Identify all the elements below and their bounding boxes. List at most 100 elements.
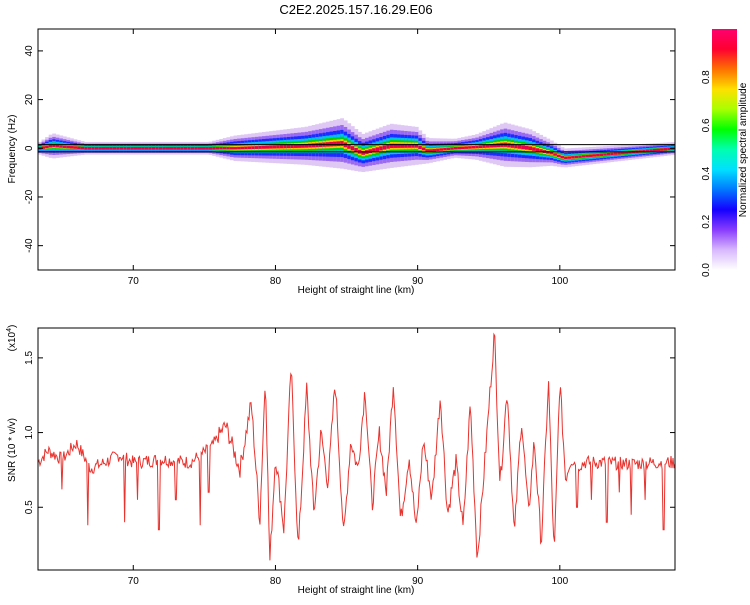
heatmap-cell (528, 146, 533, 151)
heatmap-cell (101, 147, 106, 150)
heatmap-cell (301, 144, 305, 148)
heatmap-cell (482, 144, 487, 148)
heatmap-cell (368, 149, 373, 154)
heatmap-cell (155, 147, 160, 150)
heatmap-cell (549, 151, 554, 155)
heatmap-cell (226, 147, 231, 150)
heatmap-cell (471, 146, 476, 149)
heatmap-cell (411, 143, 416, 148)
heatmap-cell (613, 152, 618, 155)
heatmap-cell (52, 144, 57, 148)
heatmap-cell (158, 147, 163, 150)
heatmap-cell (290, 144, 295, 149)
heatmap-cell (581, 155, 586, 158)
heatmap-cell (535, 148, 540, 152)
heatmap-cell (400, 143, 405, 148)
heatmap-cell (464, 146, 469, 149)
heatmap-cell (532, 147, 536, 151)
heatmap-cell (656, 148, 661, 152)
heatmap-cell (620, 151, 625, 155)
heatmap-cell (567, 156, 572, 159)
heatmap-cell (165, 147, 170, 150)
heatmap-cell (283, 144, 288, 149)
heatmap-cell (638, 150, 643, 153)
heatmap-cell (347, 144, 352, 149)
heatmap-cell (180, 147, 185, 150)
heatmap-cell (539, 149, 544, 153)
heatmap-cell (137, 147, 142, 150)
y-tick-label: 0.5 (24, 500, 35, 514)
heatmap-cell (308, 143, 313, 148)
heatmap-cell (297, 144, 302, 148)
spectrogram-heatmap (38, 118, 676, 173)
heatmap-cell (73, 146, 78, 149)
colorbar-ticks: 0.0 0.2 0.4 0.6 0.8 (701, 70, 712, 277)
heatmap-cell (379, 146, 384, 151)
snr-y-multiplier: (x104) (6, 325, 18, 352)
heatmap-cell (148, 147, 153, 150)
heatmap-cell (91, 147, 96, 150)
heatmap-cell (564, 156, 568, 160)
x-tick-label: 100 (551, 576, 568, 587)
heatmap-cell (663, 148, 668, 151)
colorbar-tick-label: 0.0 (701, 263, 712, 277)
colorbar-tick-label: 0.6 (701, 118, 712, 132)
heatmap-cell (162, 147, 167, 150)
heatmap-cell (109, 147, 113, 150)
heatmap-cell (247, 146, 252, 150)
heatmap-cell (386, 144, 391, 149)
snr-y-axis-label: SNR (10 * v/v) (7, 418, 18, 482)
heatmap-cell (276, 145, 281, 149)
heatmap-cell (453, 147, 458, 150)
heatmap-cell (183, 147, 188, 150)
heatmap-cell (578, 155, 583, 158)
heatmap-cell (265, 145, 270, 149)
heatmap-cell (94, 147, 99, 150)
y-tick-label: 1.0 (24, 425, 35, 439)
heatmap-cell (272, 145, 277, 149)
heatmap-cell (389, 143, 394, 148)
heatmap-cell (375, 147, 380, 152)
heatmap-cell (286, 144, 291, 149)
heatmap-cell (197, 147, 202, 150)
heatmap-cell (269, 145, 273, 149)
heatmap-cell (361, 151, 366, 155)
heatmap-cell (592, 154, 597, 157)
heatmap-cell (599, 153, 604, 157)
heatmap-cell (261, 145, 266, 149)
figure-title: C2E2.2025.157.16.29.E06 (279, 2, 432, 17)
heatmap-cell (205, 147, 209, 150)
heatmap-cell (660, 148, 664, 151)
heatmap-cell (340, 141, 345, 146)
x-tick-label: 70 (128, 576, 140, 587)
heatmap-cell (553, 153, 558, 156)
heatmap-cell (87, 147, 92, 150)
heatmap-cell (485, 144, 490, 148)
heatmap-cell (496, 143, 501, 148)
heatmap-cell (144, 147, 149, 150)
heatmap-cell (215, 147, 220, 150)
heatmap-cell (350, 146, 355, 151)
heatmap-cell (432, 148, 437, 152)
heatmap-cell (382, 145, 387, 150)
spectrogram-plot-frame (37, 28, 676, 271)
colorbar-tick-label: 0.2 (701, 214, 712, 228)
heatmap-cell (610, 152, 615, 156)
heatmap-cell (190, 147, 195, 150)
heatmap-cell (45, 145, 49, 149)
heatmap-cell (649, 149, 654, 152)
heatmap-cell (66, 145, 71, 149)
heatmap-cell (397, 143, 401, 148)
heatmap-cell (652, 148, 657, 152)
heatmap-cell (439, 148, 444, 151)
heatmap-cell (333, 141, 337, 147)
heatmap-cell (521, 145, 526, 150)
heatmap-cell (354, 148, 359, 153)
heatmap-cell (194, 147, 199, 150)
colorbar-tick-label: 0.4 (701, 166, 712, 180)
heatmap-cell (571, 156, 576, 159)
heatmap-cell (116, 147, 121, 150)
heatmap-cell (457, 146, 462, 150)
